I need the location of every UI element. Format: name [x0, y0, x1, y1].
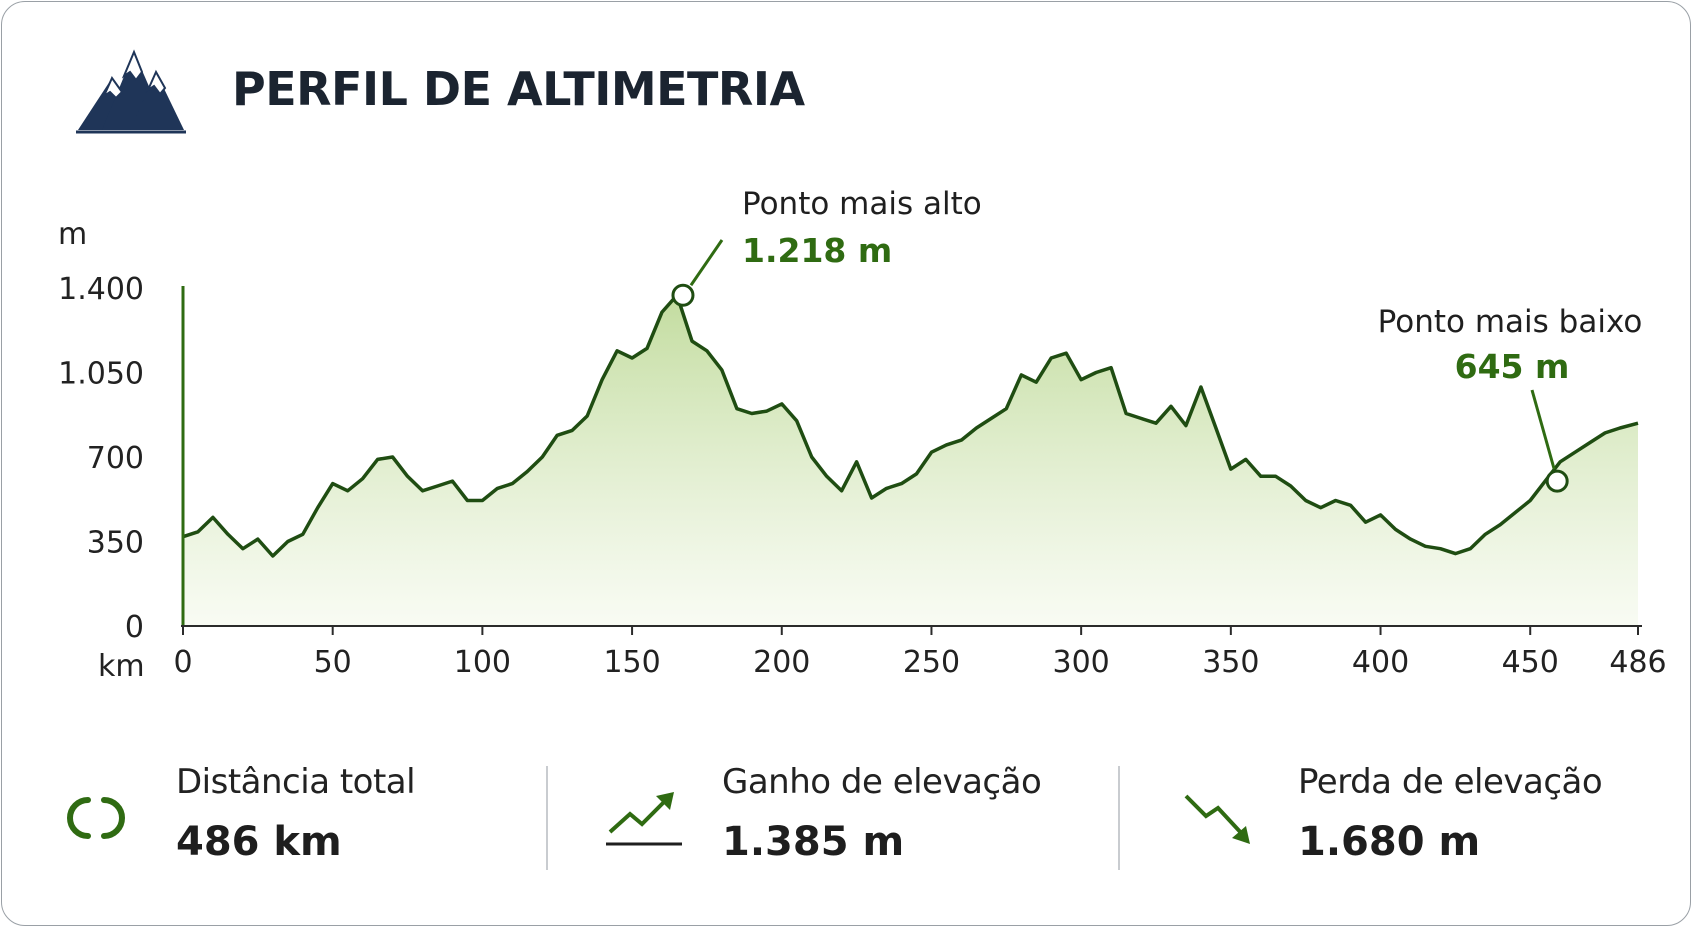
highest-point-value: 1.218 m [742, 231, 892, 270]
stat-loss-label: Perda de elevação [1298, 762, 1603, 802]
lowest-point-marker [1545, 469, 1569, 493]
y-tick-label: 0 [125, 610, 144, 645]
mountain-icon [76, 49, 186, 134]
x-tick-label: 200 [753, 645, 810, 680]
route-icon [67, 797, 125, 839]
y-tick-label: 350 [87, 526, 144, 561]
stats-divider [1118, 766, 1120, 870]
highest-point-label: Ponto mais alto [742, 186, 982, 222]
stat-loss-value: 1.680 m [1298, 819, 1481, 865]
elevation-area [183, 295, 1638, 626]
x-tick-label: 300 [1053, 645, 1110, 680]
x-tick-label: 0 [173, 645, 192, 680]
stat-gain-value: 1.385 m [722, 819, 905, 865]
trend-up-icon [606, 792, 682, 846]
highest-point-marker [671, 283, 695, 307]
trend-down-icon [1184, 794, 1250, 844]
stat-distance-value: 486 km [176, 819, 342, 865]
stats-divider [546, 766, 548, 870]
x-tick-label: 350 [1202, 645, 1259, 680]
x-tick-label: 50 [314, 645, 352, 680]
page-title: PERFIL DE ALTIMETRIA [232, 62, 805, 116]
y-axis-unit: m [58, 217, 87, 252]
x-tick-label: 250 [903, 645, 960, 680]
x-tick-label: 400 [1352, 645, 1409, 680]
stat-distance-label: Distância total [176, 762, 416, 802]
lowest-point-label: Ponto mais baixo [1378, 304, 1643, 340]
y-tick-label: 1.050 [58, 357, 144, 392]
y-tick-label: 700 [87, 441, 144, 476]
highest-point-leader [689, 239, 724, 287]
x-tick-label: 150 [603, 645, 660, 680]
x-tick-label: 450 [1502, 645, 1559, 680]
x-tick-label: 100 [454, 645, 511, 680]
elevation-line [182, 293, 1639, 558]
lowest-point-value: 645 m [1455, 347, 1570, 386]
x-tick-label: 486 [1609, 645, 1666, 680]
stat-gain-label: Ganho de elevação [722, 762, 1042, 802]
elevation-chart: 0 350 700 1.050 1.400 m 0 50 100 150 200 250 300 350 4… [58, 186, 1667, 684]
lowest-point-leader [1530, 389, 1556, 470]
y-tick-label: 1.400 [58, 272, 144, 307]
x-axis-unit: km [98, 649, 145, 684]
